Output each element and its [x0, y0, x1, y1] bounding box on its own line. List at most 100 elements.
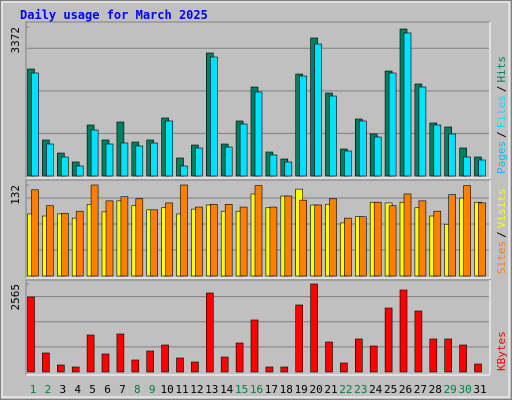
legend-separator: / — [495, 131, 508, 138]
x-tick-label: 1 — [30, 383, 37, 396]
bar — [474, 363, 482, 373]
bar — [358, 120, 367, 177]
bar — [448, 133, 457, 177]
x-tick-label: 20 — [309, 383, 322, 396]
bar — [403, 193, 412, 277]
legend-separator: / — [495, 231, 508, 238]
bar — [90, 129, 99, 177]
x-tick-label: 21 — [324, 383, 337, 396]
bar — [71, 366, 80, 373]
bar — [369, 345, 378, 373]
bar — [101, 353, 110, 373]
bar — [191, 361, 199, 373]
bar — [31, 72, 39, 177]
bar — [329, 198, 337, 277]
x-tick-label: 24 — [369, 383, 383, 396]
bar — [46, 205, 54, 277]
bar — [403, 32, 412, 177]
bar — [90, 184, 99, 277]
bar — [384, 307, 393, 373]
bar — [195, 206, 203, 277]
bar — [344, 217, 352, 277]
bar — [269, 206, 278, 277]
legend-entry: Visits — [495, 189, 508, 229]
bar — [42, 352, 50, 373]
bar — [180, 165, 188, 177]
bar — [329, 95, 337, 177]
x-tick-label: 31 — [473, 383, 486, 396]
x-tick-label: 3 — [59, 383, 66, 396]
bar — [235, 342, 244, 373]
x-tick-label: 16 — [250, 383, 263, 396]
bar — [180, 184, 188, 277]
bar — [295, 304, 304, 373]
x-tick-label: 27 — [414, 383, 427, 396]
bar — [210, 56, 218, 177]
bar — [284, 161, 293, 177]
bar — [239, 206, 248, 277]
bar — [433, 124, 442, 177]
bar — [314, 204, 322, 277]
bar — [224, 146, 233, 177]
legend-entry: Hits — [495, 56, 508, 83]
bar — [250, 319, 259, 373]
bar — [373, 136, 382, 177]
bar — [399, 289, 408, 373]
bar — [195, 147, 203, 177]
x-tick-label: 9 — [149, 383, 156, 396]
x-tick-label: 7 — [119, 383, 126, 396]
bar — [299, 199, 308, 277]
bar — [220, 356, 229, 373]
legend: KBytes — [495, 331, 508, 371]
legend-separator: / — [495, 86, 508, 93]
bar — [165, 120, 173, 177]
bar — [135, 145, 144, 177]
bar — [176, 357, 184, 373]
bar — [433, 210, 442, 277]
x-tick-label: 28 — [429, 383, 442, 396]
bar — [210, 204, 218, 277]
x-tick-label: 15 — [235, 383, 248, 396]
x-tick-label: 17 — [265, 383, 278, 396]
bar — [86, 334, 95, 373]
bar — [46, 143, 54, 177]
bar — [146, 350, 154, 373]
legend: Pages / Files / Hits — [495, 56, 508, 174]
bar — [56, 364, 65, 373]
x-tick-label: 4 — [74, 383, 81, 396]
bar — [75, 210, 84, 277]
bar — [373, 201, 382, 277]
bar — [265, 366, 274, 373]
x-tick-label: 10 — [160, 383, 173, 396]
legend-entry: Pages — [495, 141, 508, 174]
x-tick-label: 6 — [104, 383, 111, 396]
bar — [388, 205, 397, 277]
x-tick-label: 30 — [458, 383, 471, 396]
bar — [418, 86, 427, 177]
bar — [388, 72, 397, 177]
bar — [358, 216, 367, 277]
bar — [340, 362, 348, 373]
x-tick-label: 18 — [280, 383, 293, 396]
bar — [448, 194, 457, 277]
x-tick-label: 22 — [339, 383, 352, 396]
bar — [224, 204, 233, 277]
bar — [344, 150, 352, 177]
bar — [116, 333, 125, 373]
x-tick-label: 13 — [205, 383, 218, 396]
bar — [254, 185, 263, 277]
legend-entry: KBytes — [495, 331, 508, 371]
bar — [120, 196, 129, 277]
bar — [478, 202, 486, 277]
x-tick-label: 8 — [134, 383, 141, 396]
x-tick-label: 26 — [399, 383, 412, 396]
legend: Sites / Visits — [495, 189, 508, 275]
bar — [463, 156, 471, 177]
bar — [354, 338, 363, 373]
bar — [414, 310, 423, 373]
bar — [239, 123, 248, 177]
bar — [75, 165, 84, 177]
x-tick-label: 12 — [190, 383, 203, 396]
bar — [325, 341, 333, 373]
